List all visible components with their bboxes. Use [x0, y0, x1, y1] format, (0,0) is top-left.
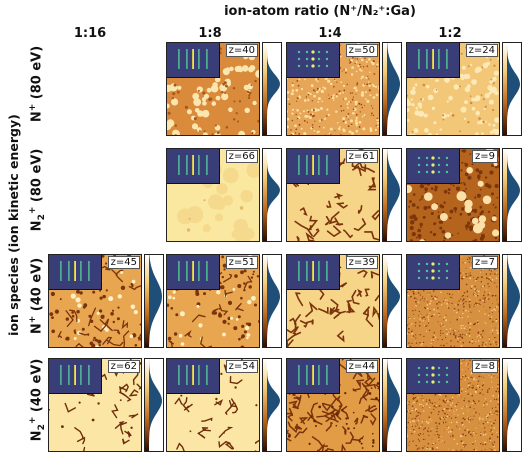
z-label: z=7: [472, 256, 498, 269]
rheed-pattern: [167, 359, 219, 393]
afm-panel: z=44: [286, 358, 380, 452]
row-label: N+ (80 eV): [28, 45, 45, 123]
column-header: 1:16: [73, 26, 107, 41]
rheed-pattern: [49, 359, 101, 393]
colorbar: [382, 42, 402, 136]
colorbar: [382, 358, 402, 452]
rheed-inset: [407, 149, 460, 184]
z-label: z=54: [225, 360, 258, 373]
rheed-inset: [167, 43, 220, 78]
z-label: z=45: [107, 256, 140, 269]
height-histogram: [263, 149, 280, 241]
rheed-inset: [407, 43, 460, 78]
colorbar: [262, 254, 282, 348]
rheed-inset: [287, 43, 340, 78]
colorbar: [382, 148, 402, 242]
colorbar: [502, 254, 522, 348]
height-histogram: [383, 255, 400, 347]
z-label: z=50: [345, 44, 378, 57]
height-histogram: [503, 359, 520, 451]
z-label: z=24: [465, 44, 498, 57]
afm-panel: z=9: [406, 148, 500, 242]
rheed-pattern: [167, 149, 219, 183]
height-histogram: [145, 255, 162, 347]
height-histogram: [503, 255, 520, 347]
z-label: z=61: [345, 150, 378, 163]
afm-panel: z=61: [286, 148, 380, 242]
height-histogram: [383, 43, 400, 135]
z-label: z=44: [345, 360, 378, 373]
rheed-inset: [167, 149, 220, 184]
rheed-pattern: [407, 255, 459, 289]
height-histogram: [263, 43, 280, 135]
rheed-pattern: [407, 359, 459, 393]
afm-panel: z=45: [48, 254, 142, 348]
row-label: N+ (40 eV): [28, 257, 45, 335]
afm-panel: z=39: [286, 254, 380, 348]
rheed-inset: [407, 255, 460, 290]
height-histogram: [263, 359, 280, 451]
colorbar: [262, 42, 282, 136]
z-label: z=51: [225, 256, 258, 269]
afm-panel: z=54: [166, 358, 260, 452]
rheed-inset: [287, 359, 340, 394]
rheed-inset: [407, 359, 460, 394]
colorbar: [262, 148, 282, 242]
rheed-pattern: [407, 43, 459, 77]
height-histogram: [503, 149, 520, 241]
afm-panel: z=40: [166, 42, 260, 136]
rheed-pattern: [167, 255, 219, 289]
afm-panel: z=62: [48, 358, 142, 452]
row-label: N2+ (40 eV): [28, 358, 47, 442]
column-header: 1:4: [318, 26, 342, 41]
colorbar: [382, 254, 402, 348]
z-label: z=39: [345, 256, 378, 269]
z-label: z=66: [225, 150, 258, 163]
rheed-pattern: [287, 359, 339, 393]
rheed-inset: [49, 255, 102, 290]
height-histogram: [145, 359, 162, 451]
z-label: z=8: [472, 360, 498, 373]
height-histogram: [263, 255, 280, 347]
rheed-pattern: [167, 43, 219, 77]
rheed-inset: [167, 359, 220, 394]
rheed-inset: [287, 255, 340, 290]
row-label: N2+ (80 eV): [28, 148, 47, 232]
afm-panel: z=7: [406, 254, 500, 348]
rheed-inset: [167, 255, 220, 290]
rheed-pattern: [287, 149, 339, 183]
colorbar: [144, 358, 164, 452]
colorbar: [144, 254, 164, 348]
z-label: z=40: [225, 44, 258, 57]
rheed-pattern: [49, 255, 101, 289]
afm-panel: z=24: [406, 42, 500, 136]
rheed-inset: [287, 149, 340, 184]
column-header: 1:2: [438, 26, 462, 41]
afm-panel: z=8: [406, 358, 500, 452]
rheed-inset: [49, 359, 102, 394]
rheed-pattern: [407, 149, 459, 183]
column-header: 1:8: [198, 26, 222, 41]
rheed-pattern: [287, 43, 339, 77]
side-axis-title: ion species (ion kinetic energy): [6, 114, 21, 336]
figure-title: ion-atom ratio (N⁺/N₂⁺:Ga): [224, 4, 416, 19]
z-label: z=9: [472, 150, 498, 163]
colorbar: [502, 148, 522, 242]
colorbar: [262, 358, 282, 452]
height-histogram: [383, 149, 400, 241]
z-label: z=62: [107, 360, 140, 373]
height-histogram: [383, 359, 400, 451]
colorbar: [502, 42, 522, 136]
colorbar: [502, 358, 522, 452]
rheed-pattern: [287, 255, 339, 289]
afm-panel: z=51: [166, 254, 260, 348]
afm-panel: z=50: [286, 42, 380, 136]
height-histogram: [503, 43, 520, 135]
afm-panel: z=66: [166, 148, 260, 242]
